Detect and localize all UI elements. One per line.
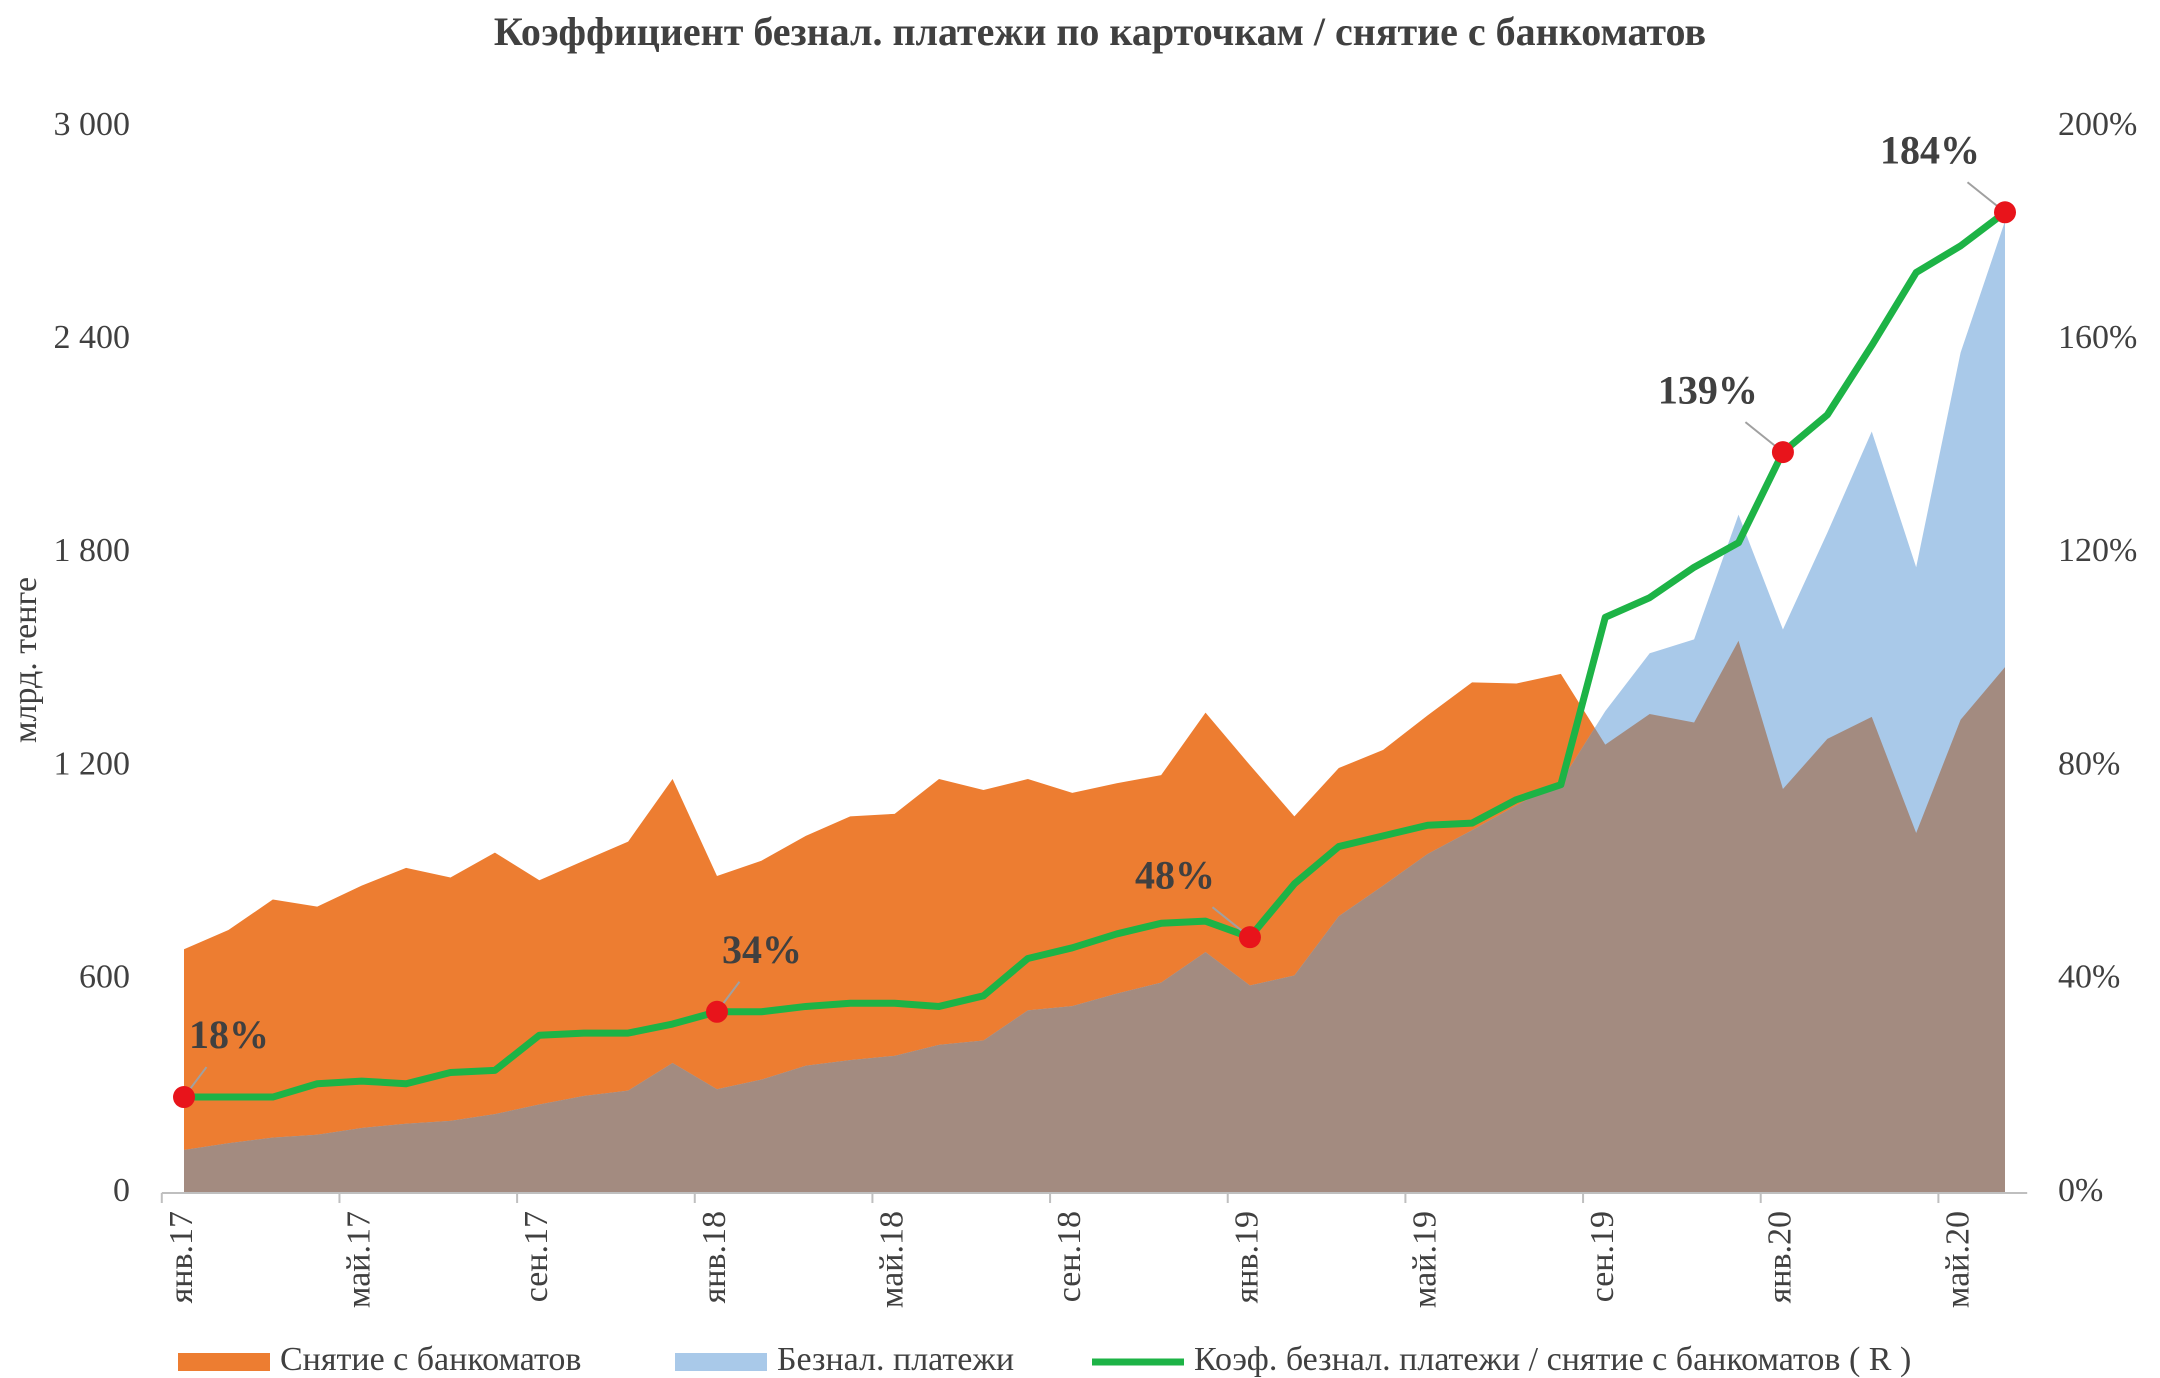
data-label: 48% xyxy=(1135,852,1215,897)
data-label: 34% xyxy=(722,927,802,972)
y2-tick-label: 40% xyxy=(2058,959,2120,996)
y2-tick-label: 120% xyxy=(2058,532,2137,569)
x-tick-label: май.20 xyxy=(1939,1211,1976,1308)
x-tick-label: янв.19 xyxy=(1229,1211,1266,1303)
line xyxy=(180,208,2009,1101)
marker xyxy=(1238,926,1261,949)
legend-swatch xyxy=(178,1353,270,1371)
y-tick-label: 1 800 xyxy=(54,532,131,569)
x-tick-label: сен.17 xyxy=(518,1211,555,1302)
y2-tick-label: 80% xyxy=(2058,745,2120,782)
x-tick-label: янв.20 xyxy=(1762,1211,1799,1303)
y-tick-label: 0 xyxy=(113,1172,130,1209)
y-tick-label: 2 400 xyxy=(54,319,131,356)
legend-swatch xyxy=(675,1353,767,1371)
y-axis-label: млрд. тенге xyxy=(7,577,44,743)
data-label: 184% xyxy=(1880,127,1980,172)
x-tick-label: янв.18 xyxy=(696,1211,733,1303)
chart-title: Коэффициент безнал. платежи по карточкам… xyxy=(494,9,1706,54)
marker xyxy=(705,1000,728,1023)
x-tick-label: май.18 xyxy=(873,1211,910,1308)
legend-label: Безнал. платежи xyxy=(777,1341,1014,1378)
legend-label: Коэф. безнал. платежи / снятие с банкома… xyxy=(1194,1341,1911,1378)
x-tick-label: сен.18 xyxy=(1051,1211,1088,1302)
y2-tick-label: 200% xyxy=(2058,106,2137,143)
y2-tick-label: 0% xyxy=(2058,1172,2103,1209)
y-tick-label: 600 xyxy=(79,959,130,996)
y2-tick-label: 160% xyxy=(2058,319,2137,356)
y-tick-label: 3 000 xyxy=(54,106,131,143)
data-label: 18% xyxy=(189,1012,269,1057)
marker xyxy=(1994,201,2016,224)
marker xyxy=(1771,441,1794,464)
marker xyxy=(173,1086,195,1109)
x-tick-label: сен.19 xyxy=(1584,1211,1621,1302)
x-tick-label: май.17 xyxy=(340,1211,377,1308)
y-tick-label: 1 200 xyxy=(54,745,131,782)
x-tick-label: янв.17 xyxy=(163,1211,200,1303)
x-tick-label: май.19 xyxy=(1406,1211,1443,1308)
data-label: 139% xyxy=(1658,367,1758,412)
area-overlap xyxy=(184,640,2005,1193)
legend-label: Снятие с банкоматов xyxy=(280,1341,581,1378)
